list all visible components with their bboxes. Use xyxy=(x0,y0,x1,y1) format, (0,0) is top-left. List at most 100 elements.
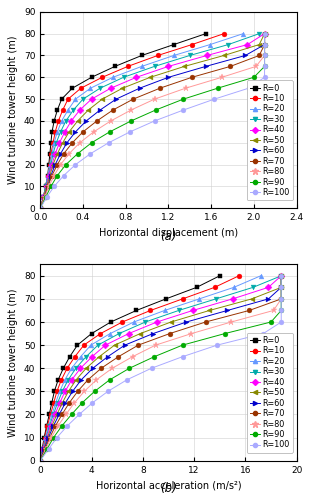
R=0 xyxy=(45,423,49,429)
R=60 xyxy=(123,342,127,348)
R=60 xyxy=(59,150,62,156)
R=100 xyxy=(128,129,132,135)
R=70 xyxy=(247,308,251,314)
Line: R=0: R=0 xyxy=(38,31,208,210)
R=0 xyxy=(71,85,74,91)
R=100 xyxy=(107,140,110,146)
R=10 xyxy=(43,434,46,440)
R=10 xyxy=(38,458,42,464)
R=0 xyxy=(56,377,60,383)
R=90 xyxy=(269,319,273,325)
R=60 xyxy=(167,74,170,80)
R=50 xyxy=(149,74,152,80)
R=70 xyxy=(56,162,59,168)
R=30 xyxy=(84,354,88,360)
R=10 xyxy=(181,296,184,302)
R=0 xyxy=(76,342,79,348)
R=40 xyxy=(41,194,45,200)
R=100 xyxy=(62,172,66,178)
R=0 xyxy=(48,150,52,156)
R=60 xyxy=(65,140,69,146)
R=100 xyxy=(150,365,154,371)
R=20 xyxy=(52,140,56,146)
R=90 xyxy=(153,354,156,360)
R=100 xyxy=(38,206,42,212)
R=0 xyxy=(49,140,53,146)
R=70 xyxy=(111,107,115,113)
R=60 xyxy=(46,184,50,190)
X-axis label: Horizontal acceleration (m/s²): Horizontal acceleration (m/s²) xyxy=(95,480,241,490)
R=90 xyxy=(80,400,84,406)
R=20 xyxy=(232,284,236,290)
R=20 xyxy=(208,42,212,48)
R=20 xyxy=(44,184,47,190)
R=10 xyxy=(99,330,102,336)
R=90 xyxy=(181,342,184,348)
R=40 xyxy=(53,412,57,418)
R=30 xyxy=(227,42,230,48)
R=90 xyxy=(44,194,47,200)
R=90 xyxy=(64,162,68,168)
R=40 xyxy=(90,354,94,360)
R=0 xyxy=(46,172,50,178)
R=80 xyxy=(52,172,56,178)
R=60 xyxy=(98,107,102,113)
R=100 xyxy=(125,377,129,383)
R=70 xyxy=(117,354,120,360)
R=90 xyxy=(70,412,73,418)
R=100 xyxy=(90,400,94,406)
R=90 xyxy=(56,172,59,178)
Text: (a): (a) xyxy=(160,230,177,242)
R=0 xyxy=(60,96,63,102)
Line: R=100: R=100 xyxy=(38,31,267,210)
R=100 xyxy=(263,52,266,59)
R=70 xyxy=(76,388,80,394)
R=90 xyxy=(263,52,266,59)
R=20 xyxy=(66,107,70,113)
Line: R=70: R=70 xyxy=(38,31,267,210)
R=80 xyxy=(110,365,114,371)
R=50 xyxy=(138,330,142,336)
R=80 xyxy=(109,118,113,124)
Legend: R=0, R=10, R=20, R=30, R=40, R=50, R=60, R=70, R=80, R=90, R=100: R=0, R=10, R=20, R=30, R=40, R=50, R=60,… xyxy=(247,333,293,452)
R=60 xyxy=(71,388,75,394)
R=80 xyxy=(47,184,51,190)
Legend: R=0, R=10, R=20, R=30, R=40, R=50, R=60, R=70, R=80, R=90, R=100: R=0, R=10, R=20, R=30, R=40, R=50, R=60,… xyxy=(247,80,293,200)
R=70 xyxy=(257,52,261,59)
R=80 xyxy=(82,388,86,394)
R=0 xyxy=(218,273,222,279)
R=60 xyxy=(226,308,229,314)
R=10 xyxy=(53,129,57,135)
R=0 xyxy=(172,42,176,48)
R=10 xyxy=(156,52,160,59)
R=40 xyxy=(205,52,209,59)
R=0 xyxy=(109,319,113,325)
R=60 xyxy=(46,434,50,440)
R=50 xyxy=(38,206,42,212)
R=10 xyxy=(55,388,59,394)
Y-axis label: Wind turbine tower height (m): Wind turbine tower height (m) xyxy=(8,288,18,436)
R=50 xyxy=(50,423,54,429)
R=60 xyxy=(184,319,188,325)
Line: R=10: R=10 xyxy=(38,274,241,463)
R=80 xyxy=(92,129,95,135)
R=40 xyxy=(53,150,57,156)
R=60 xyxy=(279,273,283,279)
Line: R=20: R=20 xyxy=(38,274,263,463)
R=20 xyxy=(79,354,82,360)
R=100 xyxy=(106,388,110,394)
R=20 xyxy=(50,150,54,156)
R=60 xyxy=(263,30,266,36)
Y-axis label: Wind turbine tower height (m): Wind turbine tower height (m) xyxy=(8,36,18,184)
R=90 xyxy=(279,284,283,290)
R=10 xyxy=(41,446,44,452)
R=30 xyxy=(98,85,102,91)
R=10 xyxy=(56,118,60,124)
R=50 xyxy=(74,377,78,383)
Line: R=0: R=0 xyxy=(38,274,222,463)
R=40 xyxy=(58,140,61,146)
R=10 xyxy=(73,354,77,360)
R=30 xyxy=(81,96,85,102)
R=0 xyxy=(204,30,208,36)
R=10 xyxy=(38,206,42,212)
